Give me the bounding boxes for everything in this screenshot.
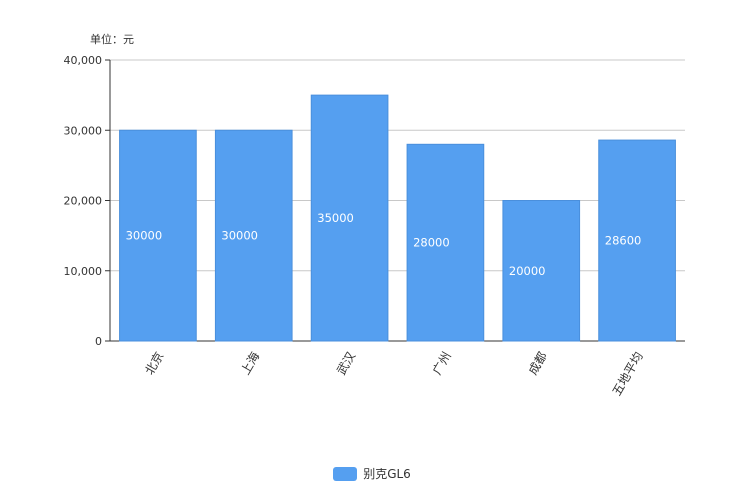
data-label: 35000 (317, 211, 354, 225)
legend-label: 别克GL6 (363, 467, 411, 481)
bar (406, 143, 485, 342)
x-tick-label: 五地平均 (610, 350, 646, 399)
bar (119, 129, 197, 342)
data-label: 30000 (126, 229, 163, 243)
y-tick-label: 0 (95, 335, 102, 348)
legend-swatch (333, 466, 358, 481)
legend[interactable]: 别克GL6 (0, 465, 744, 482)
x-tick-label: 上海 (237, 349, 262, 377)
bar (502, 200, 581, 342)
bar (310, 94, 389, 342)
unit-label: 单位：元 (90, 33, 134, 46)
x-tick-label: 武汉 (334, 350, 358, 378)
data-label: 28600 (605, 234, 642, 248)
y-tick-label: 10,000 (64, 265, 103, 278)
data-label: 28000 (413, 236, 450, 250)
y-tick-label: 40,000 (64, 54, 103, 67)
data-label: 30000 (221, 229, 258, 243)
x-tick-label: 广州 (430, 350, 454, 378)
x-tick-label: 成都 (526, 350, 550, 378)
bar (598, 139, 676, 342)
x-tick-label: 北京 (142, 350, 166, 378)
y-tick-label: 20,000 (64, 195, 103, 208)
bar (214, 129, 293, 342)
y-tick-label: 30,000 (64, 124, 103, 137)
data-label: 20000 (509, 264, 546, 278)
